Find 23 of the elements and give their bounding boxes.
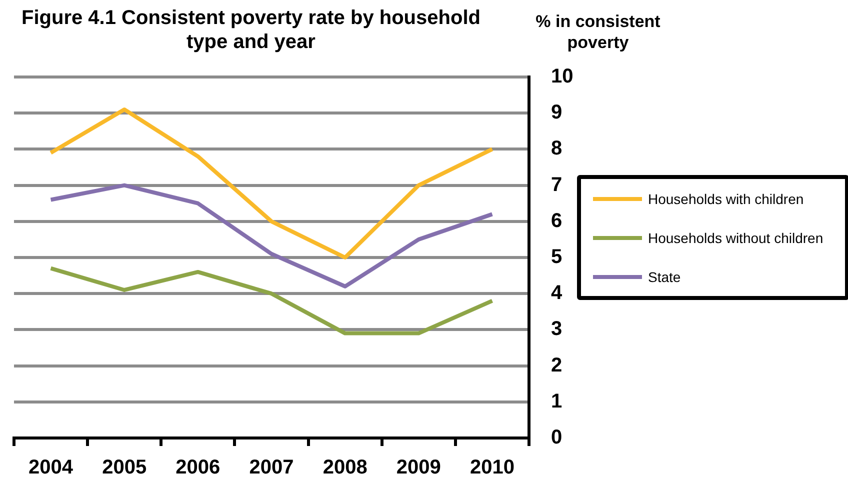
x-tick-label: 2005 xyxy=(102,456,147,479)
y-tick-label: 3 xyxy=(551,318,562,340)
x-tick-label: 2009 xyxy=(396,456,441,479)
y-tick-label: 2 xyxy=(551,354,562,376)
x-tick-label: 2006 xyxy=(176,456,220,479)
y-tick-label: 8 xyxy=(551,138,562,160)
y-tick-label: 9 xyxy=(551,102,562,124)
y-tick-label: 7 xyxy=(551,174,562,196)
y-tick-label: 4 xyxy=(551,282,563,304)
y-tick-label: 1 xyxy=(551,390,562,412)
legend-label: State xyxy=(648,268,681,284)
y-tick-label: 5 xyxy=(551,246,562,268)
y-tick-label: 0 xyxy=(551,426,562,449)
y-axis-title: % in consistent poverty xyxy=(534,11,662,53)
legend-label: Households without children xyxy=(648,230,824,246)
legend-label: Households with children xyxy=(648,190,804,206)
chart-title: Figure 4.1 Consistent poverty rate by household type and year xyxy=(20,6,482,54)
x-tick-label: 2007 xyxy=(249,456,294,479)
y-tick-label: 10 xyxy=(551,66,574,88)
x-tick-label: 2008 xyxy=(322,456,368,479)
x-tick-label: 2010 xyxy=(470,456,514,479)
x-tick-label: 2004 xyxy=(28,456,74,479)
y-tick-label: 6 xyxy=(551,210,562,232)
